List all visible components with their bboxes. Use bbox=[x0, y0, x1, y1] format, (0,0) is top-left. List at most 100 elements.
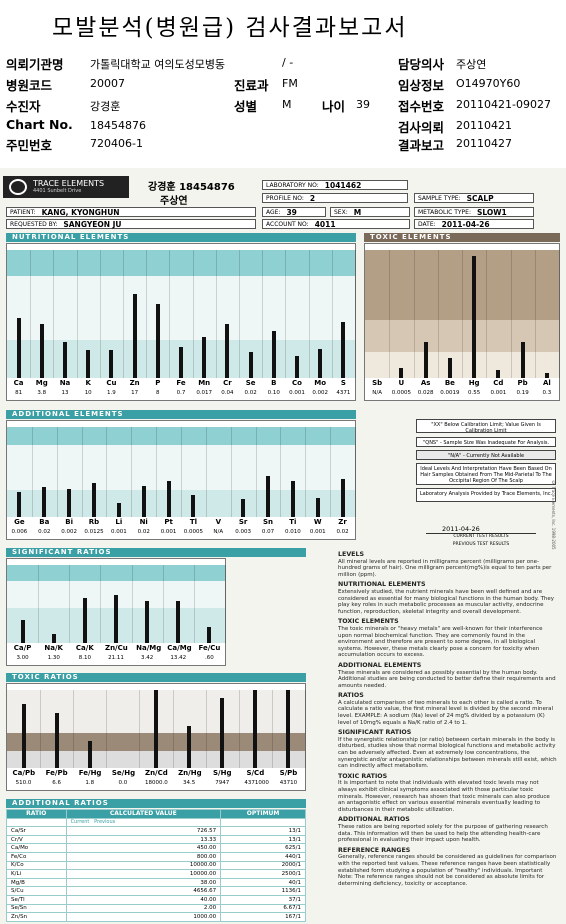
value-label: 3.00 bbox=[16, 655, 29, 661]
label-requesting-org: 의뢰기관명 bbox=[6, 57, 64, 72]
bar-fe-cu bbox=[207, 627, 212, 643]
table-row: S/Cu 4656.67 1136/1 bbox=[6, 886, 306, 896]
value-label: .60 bbox=[205, 655, 214, 661]
axis-label: Fe/Cu bbox=[198, 644, 221, 652]
section-additional-ratios: ADDITIONAL RATIOS bbox=[6, 799, 306, 808]
ratio-value: 38.00 bbox=[65, 877, 222, 888]
axis-label: Ca/P bbox=[13, 644, 32, 652]
axis-label: Ba bbox=[39, 518, 50, 526]
axis-label: Ge bbox=[14, 518, 25, 526]
value-label: 0.02 bbox=[244, 390, 257, 396]
section-toxic-ratios: TOXIC RATIOS bbox=[6, 673, 306, 682]
ratio-name: Ca/Sr bbox=[6, 826, 67, 836]
patient-sex: M bbox=[282, 98, 292, 111]
value-label: 8 bbox=[156, 390, 160, 396]
label-department: 진료과 bbox=[234, 78, 269, 93]
ratio-optimum: 13/1 bbox=[220, 826, 306, 836]
ratio-optimum: 625/1 bbox=[220, 843, 306, 853]
copyright: © Trace Elements, Inc. 1998-2005 bbox=[551, 480, 556, 550]
value-label: 0.002 bbox=[312, 390, 329, 396]
axis-label: Fe bbox=[176, 379, 186, 387]
bar-k bbox=[86, 349, 91, 378]
department: FM bbox=[282, 77, 298, 90]
axis-label: Na bbox=[59, 379, 71, 387]
bar-ni bbox=[141, 486, 146, 517]
label-patient: 수진자 bbox=[6, 99, 41, 114]
sex-box: SEX: M bbox=[330, 207, 410, 217]
bar-cr bbox=[225, 324, 230, 378]
receipt-no: 20110421-09027 bbox=[456, 98, 551, 111]
explanation-heading: RATIOS bbox=[338, 692, 364, 700]
value-label: 0.02 bbox=[336, 529, 349, 535]
axis-label: Mo bbox=[314, 379, 327, 387]
value-label: 18000.0 bbox=[145, 780, 168, 786]
explanation-heading: NUTRITIONAL ELEMENTS bbox=[338, 581, 426, 589]
bar-pb bbox=[520, 342, 525, 378]
bar-as bbox=[423, 342, 428, 378]
axis-label: P bbox=[155, 379, 161, 387]
table-row: Zn/Sn 1000.00 167/1 bbox=[6, 912, 306, 922]
signature-date: 2011-04-26 bbox=[442, 525, 480, 533]
value-label: 0.001 bbox=[309, 529, 326, 535]
bar-sn bbox=[266, 475, 270, 517]
ratio-name: Zn/Sn bbox=[6, 912, 67, 922]
bar-zn-cd bbox=[154, 690, 158, 768]
date-box: DATE: 2011-04-26 bbox=[414, 219, 534, 229]
explanations-panel: LEVELS All mineral levels are reported in… bbox=[338, 548, 558, 887]
explanation-text: These minerals are considered as possibl… bbox=[338, 669, 556, 689]
chart-no: 18454876 bbox=[90, 119, 146, 132]
section-additional: ADDITIONAL ELEMENTS bbox=[6, 410, 356, 419]
axis-label: Li bbox=[115, 518, 123, 526]
lab-no-box: LABORATORY NO: 1041462 bbox=[262, 180, 408, 190]
significant-ratios-chart: Ca/P 3.00 Na/K 1.30 Ca/K 8.10 Zn/Cu 21.11 Na/Mg 3… bbox=[6, 558, 226, 666]
axis-label: Tl bbox=[189, 518, 198, 526]
value-label: 3.8 bbox=[37, 390, 47, 396]
table-row: Se/Tl 40.00 37/1 bbox=[6, 894, 306, 905]
bar-pt bbox=[166, 481, 171, 517]
axis-label: Se bbox=[245, 379, 256, 387]
axis-label: S/Pb bbox=[279, 769, 298, 777]
ratio-optimum: 2500/1 bbox=[220, 869, 306, 879]
ratio-optimum: 13/1 bbox=[220, 834, 306, 845]
value-label: 0.003 bbox=[235, 529, 252, 535]
bar-fe bbox=[179, 347, 183, 378]
bar-tl bbox=[191, 495, 196, 517]
axis-label: Zn/Cd bbox=[145, 769, 168, 777]
value-label: N/A bbox=[372, 390, 382, 396]
label-chart-no: Chart No. bbox=[6, 117, 73, 132]
clinical-info: O14970Y60 bbox=[456, 77, 521, 90]
ratio-value: 2.00 bbox=[65, 903, 222, 914]
bar-hg bbox=[472, 256, 477, 378]
bar-fe-hg bbox=[87, 740, 92, 768]
axis-label: Cu bbox=[106, 379, 117, 387]
explanation-heading: LEVELS bbox=[338, 551, 365, 558]
axis-label: Zr bbox=[338, 518, 347, 526]
value-label: 43710 bbox=[279, 780, 298, 786]
axis-label: Bi bbox=[65, 518, 74, 526]
toxic-ratios-chart: Ca/Pb 510.0 Fe/Pb 6.6 Fe/Hg 1.8 Se/Hg 0.0 Zn/Cd 1… bbox=[6, 683, 306, 791]
requesting-org-suffix: / - bbox=[282, 56, 294, 69]
request-date: 20110421 bbox=[456, 119, 512, 132]
axis-label: U bbox=[398, 379, 405, 387]
value-label: 1.8 bbox=[85, 780, 95, 786]
axis-label: Zn bbox=[129, 379, 140, 387]
axis-label: Pt bbox=[164, 518, 173, 526]
bar-zn-hg bbox=[187, 725, 192, 768]
bar-na-mg bbox=[145, 600, 150, 643]
bar-s bbox=[341, 321, 346, 378]
table-row: Ca/Mo 450.00 625/1 bbox=[6, 843, 306, 853]
bar-ca-mg bbox=[176, 600, 181, 643]
bar-zn-cu bbox=[114, 594, 118, 643]
nutritional-elements-chart: Ca 81 Mg 3.8 Na 13 K 10 Cu 1.9 Zn 17 P 8 Fe 0.7 Mn 0.017 C… bbox=[6, 243, 356, 401]
value-label: 1.30 bbox=[47, 655, 60, 661]
axis-label: Na/Mg bbox=[136, 644, 162, 652]
axis-label: Fe/Pb bbox=[45, 769, 68, 777]
ratio-value: 1000.00 bbox=[65, 912, 222, 922]
note-calibration: "XX" Below Calibration Limit; Value Give… bbox=[416, 419, 556, 434]
additional-ratios-table: RATIO CALCULATED VALUE OPTIMUM Current P… bbox=[6, 809, 306, 922]
axis-label: Na/K bbox=[44, 644, 63, 652]
axis-label: Ca/Pb bbox=[12, 769, 36, 777]
label-doctor: 담당의사 bbox=[398, 57, 445, 72]
value-label: 8.10 bbox=[78, 655, 91, 661]
axis-label: Pb bbox=[517, 379, 528, 387]
